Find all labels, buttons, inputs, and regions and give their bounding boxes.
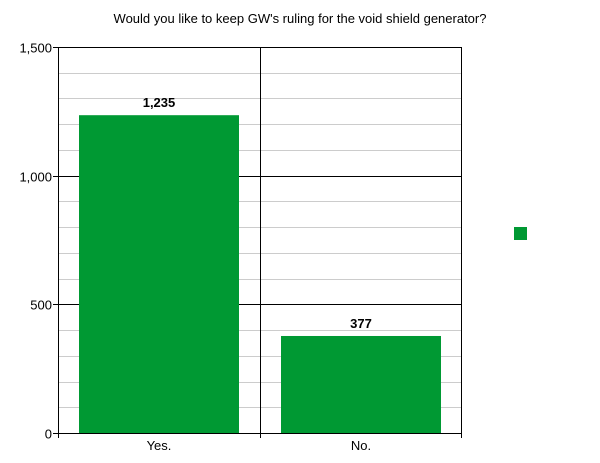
chart-title: Would you like to keep GW's ruling for t… bbox=[114, 11, 487, 26]
x-tick-label: Yes. bbox=[147, 438, 172, 453]
x-tick-label: No. bbox=[351, 438, 371, 453]
y-tick-label: 1,000 bbox=[19, 170, 52, 185]
bar-no bbox=[281, 335, 441, 433]
legend bbox=[514, 227, 527, 240]
y-tick-label: 0 bbox=[45, 427, 52, 442]
bar-yes bbox=[79, 115, 239, 434]
bar-value-label: 1,235 bbox=[143, 95, 176, 110]
y-axis-ticks: 0 500 1,000 1,500 bbox=[19, 41, 58, 442]
y-tick-label: 1,500 bbox=[19, 41, 52, 56]
bar-value-label: 377 bbox=[350, 316, 372, 331]
bars: 1,235 377 bbox=[79, 95, 441, 434]
y-tick-label: 500 bbox=[30, 298, 52, 313]
axes bbox=[58, 47, 462, 438]
x-axis-ticks: Yes. No. bbox=[147, 438, 372, 453]
legend-swatch bbox=[514, 227, 527, 240]
